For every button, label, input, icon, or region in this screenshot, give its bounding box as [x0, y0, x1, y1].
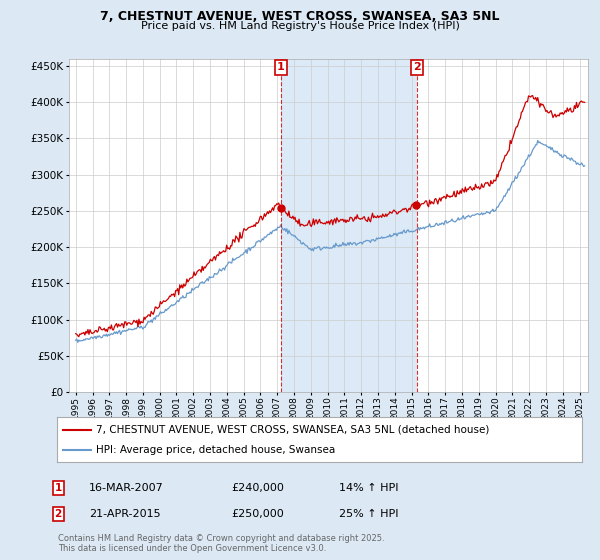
Text: 2: 2	[413, 63, 421, 72]
Text: £250,000: £250,000	[231, 509, 284, 519]
Bar	[281, 59, 417, 392]
Text: Contains HM Land Registry data © Crown copyright and database right 2025.
This d: Contains HM Land Registry data © Crown c…	[58, 534, 385, 553]
Text: 7, CHESTNUT AVENUE, WEST CROSS, SWANSEA, SA3 5NL: 7, CHESTNUT AVENUE, WEST CROSS, SWANSEA,…	[100, 10, 500, 23]
Text: 7, CHESTNUT AVENUE, WEST CROSS, SWANSEA, SA3 5NL (detached house): 7, CHESTNUT AVENUE, WEST CROSS, SWANSEA,…	[97, 424, 490, 435]
Text: HPI: Average price, detached house, Swansea: HPI: Average price, detached house, Swan…	[97, 445, 335, 455]
Text: Price paid vs. HM Land Registry's House Price Index (HPI): Price paid vs. HM Land Registry's House …	[140, 21, 460, 31]
Text: 14% ↑ HPI: 14% ↑ HPI	[339, 483, 398, 493]
Text: £240,000: £240,000	[231, 483, 284, 493]
Text: 1: 1	[277, 63, 284, 72]
Text: 1: 1	[55, 483, 62, 493]
Text: 21-APR-2015: 21-APR-2015	[89, 509, 160, 519]
Text: 2: 2	[55, 509, 62, 519]
Text: 16-MAR-2007: 16-MAR-2007	[89, 483, 164, 493]
Text: 25% ↑ HPI: 25% ↑ HPI	[339, 509, 398, 519]
